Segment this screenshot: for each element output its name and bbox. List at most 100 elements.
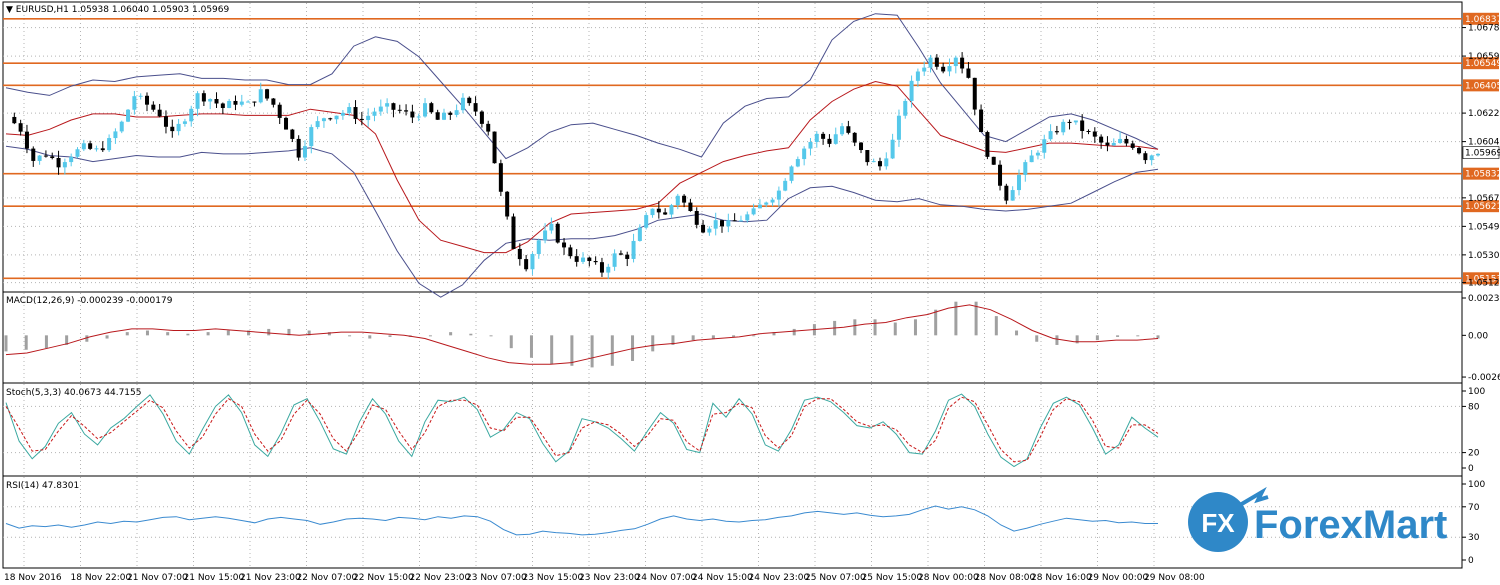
candle-body [132, 96, 137, 110]
candle-body [517, 248, 522, 260]
level-price-tag [1463, 57, 1499, 70]
candle-body [808, 141, 813, 149]
macd-signal-line [5, 304, 1159, 365]
stoch-tick-label: 0 [1468, 464, 1474, 474]
candle-body [524, 259, 529, 270]
candle-body [934, 57, 939, 67]
candle-body [979, 109, 984, 133]
candle-body [460, 97, 465, 111]
candle-body [783, 180, 788, 191]
candle-body [100, 148, 105, 151]
candle-body [511, 216, 516, 249]
candle-body [1118, 138, 1123, 143]
candle-body [846, 126, 851, 133]
candle-body [688, 202, 693, 212]
bollinger-upper-line [5, 13, 1159, 160]
current-price-tag [1462, 146, 1500, 159]
macd-histogram-bar [105, 335, 109, 339]
price-tick-label: 1.06780 [1468, 24, 1500, 34]
header-triangle-icon: ▼ [6, 5, 16, 15]
macd-histogram-bar [428, 335, 432, 337]
rsi-tick-label: 70 [1468, 503, 1480, 513]
stoch-label: Stoch(5,3,3) 40.0673 44.7155 [6, 388, 141, 398]
macd-tick-label: -0.002603 [1468, 373, 1500, 383]
candle-body [157, 109, 162, 117]
level-price-tag [1463, 79, 1499, 92]
candle-body [631, 240, 636, 259]
time-tick-label: 24 Nov 23:00 [749, 573, 810, 583]
candle-body [37, 155, 42, 161]
stoch-tick-label: 100 [1468, 387, 1485, 397]
macd-histogram-bar [671, 335, 675, 345]
candle-body [498, 163, 503, 192]
macd-histogram-bar [206, 332, 210, 336]
candle-body [391, 103, 396, 110]
stoch-signal-line [5, 396, 1159, 463]
macd-histogram-bar [85, 335, 89, 342]
candle-body [1124, 138, 1129, 144]
time-tick-label: 23 Nov 07:00 [466, 573, 527, 583]
moving-average-line [5, 80, 1159, 254]
logo-mark: FX [1201, 508, 1235, 538]
candle-body [821, 133, 826, 139]
macd-histogram-bar [247, 330, 251, 336]
candle-body [423, 103, 428, 117]
macd-histogram-bar [752, 335, 756, 337]
candle-body [915, 71, 920, 81]
macd-histogram-bar [186, 333, 190, 336]
stoch-tick-label: 80 [1468, 402, 1480, 412]
candle-body [877, 161, 882, 167]
time-tick-label: 24 Nov 07:00 [636, 573, 697, 583]
candle-body [1111, 142, 1116, 146]
macd-histogram-bar [1116, 335, 1120, 337]
candle-body [252, 101, 257, 103]
candle-body [328, 118, 333, 120]
candle-body [94, 148, 99, 150]
candle-body [720, 220, 725, 227]
candle-body [612, 253, 617, 267]
price-tick-label: 1.06225 [1468, 109, 1500, 119]
candle-body [890, 139, 895, 159]
candle-body [745, 214, 750, 221]
candle-body [757, 204, 762, 209]
candle-body [1149, 155, 1154, 161]
candle-body [770, 199, 775, 203]
candle-body [492, 131, 497, 164]
candle-body [789, 166, 794, 181]
candle-body [859, 142, 864, 151]
panel-frame [2, 475, 1463, 569]
stoch-tick-label: 20 [1468, 449, 1480, 459]
candle-body [972, 77, 977, 110]
candle-body [1143, 153, 1148, 161]
macd-histogram-bar [469, 333, 473, 336]
macd-tick-label: 0.00233 [1468, 294, 1500, 304]
stochastic-panel: 100 80 20 0 [3, 387, 1485, 474]
candle-body [675, 195, 680, 206]
macd-label: MACD(12,26,9) -0.000239 -0.000179 [6, 296, 173, 306]
candle-body [814, 133, 819, 142]
candle-body [998, 164, 1003, 186]
candle-body [656, 208, 661, 213]
candle-body [385, 103, 390, 107]
candle-body [581, 257, 585, 262]
candle-body [170, 126, 175, 132]
candle-body [416, 116, 421, 118]
macd-histogram-bar [4, 335, 8, 352]
rsi-tick-label: 0 [1468, 556, 1474, 566]
candle-body [625, 254, 630, 259]
macd-histogram-bar [145, 330, 149, 336]
time-tick-label: 24 Nov 15:00 [692, 573, 753, 583]
price-tick-label: 1.06040 [1468, 138, 1500, 148]
time-tick-label: 18 Nov 2016 [4, 573, 62, 583]
candle-body [151, 104, 156, 110]
macd-tick-label: 0.00 [1468, 331, 1488, 341]
candle-body [31, 148, 36, 161]
stoch-main-line [5, 393, 1159, 468]
candle-body [334, 115, 339, 120]
candle-body [764, 202, 769, 205]
candle-body [378, 106, 383, 112]
macd-histogram-bar [348, 335, 352, 337]
macd-histogram-bar [570, 335, 574, 366]
candle-body [56, 157, 61, 168]
